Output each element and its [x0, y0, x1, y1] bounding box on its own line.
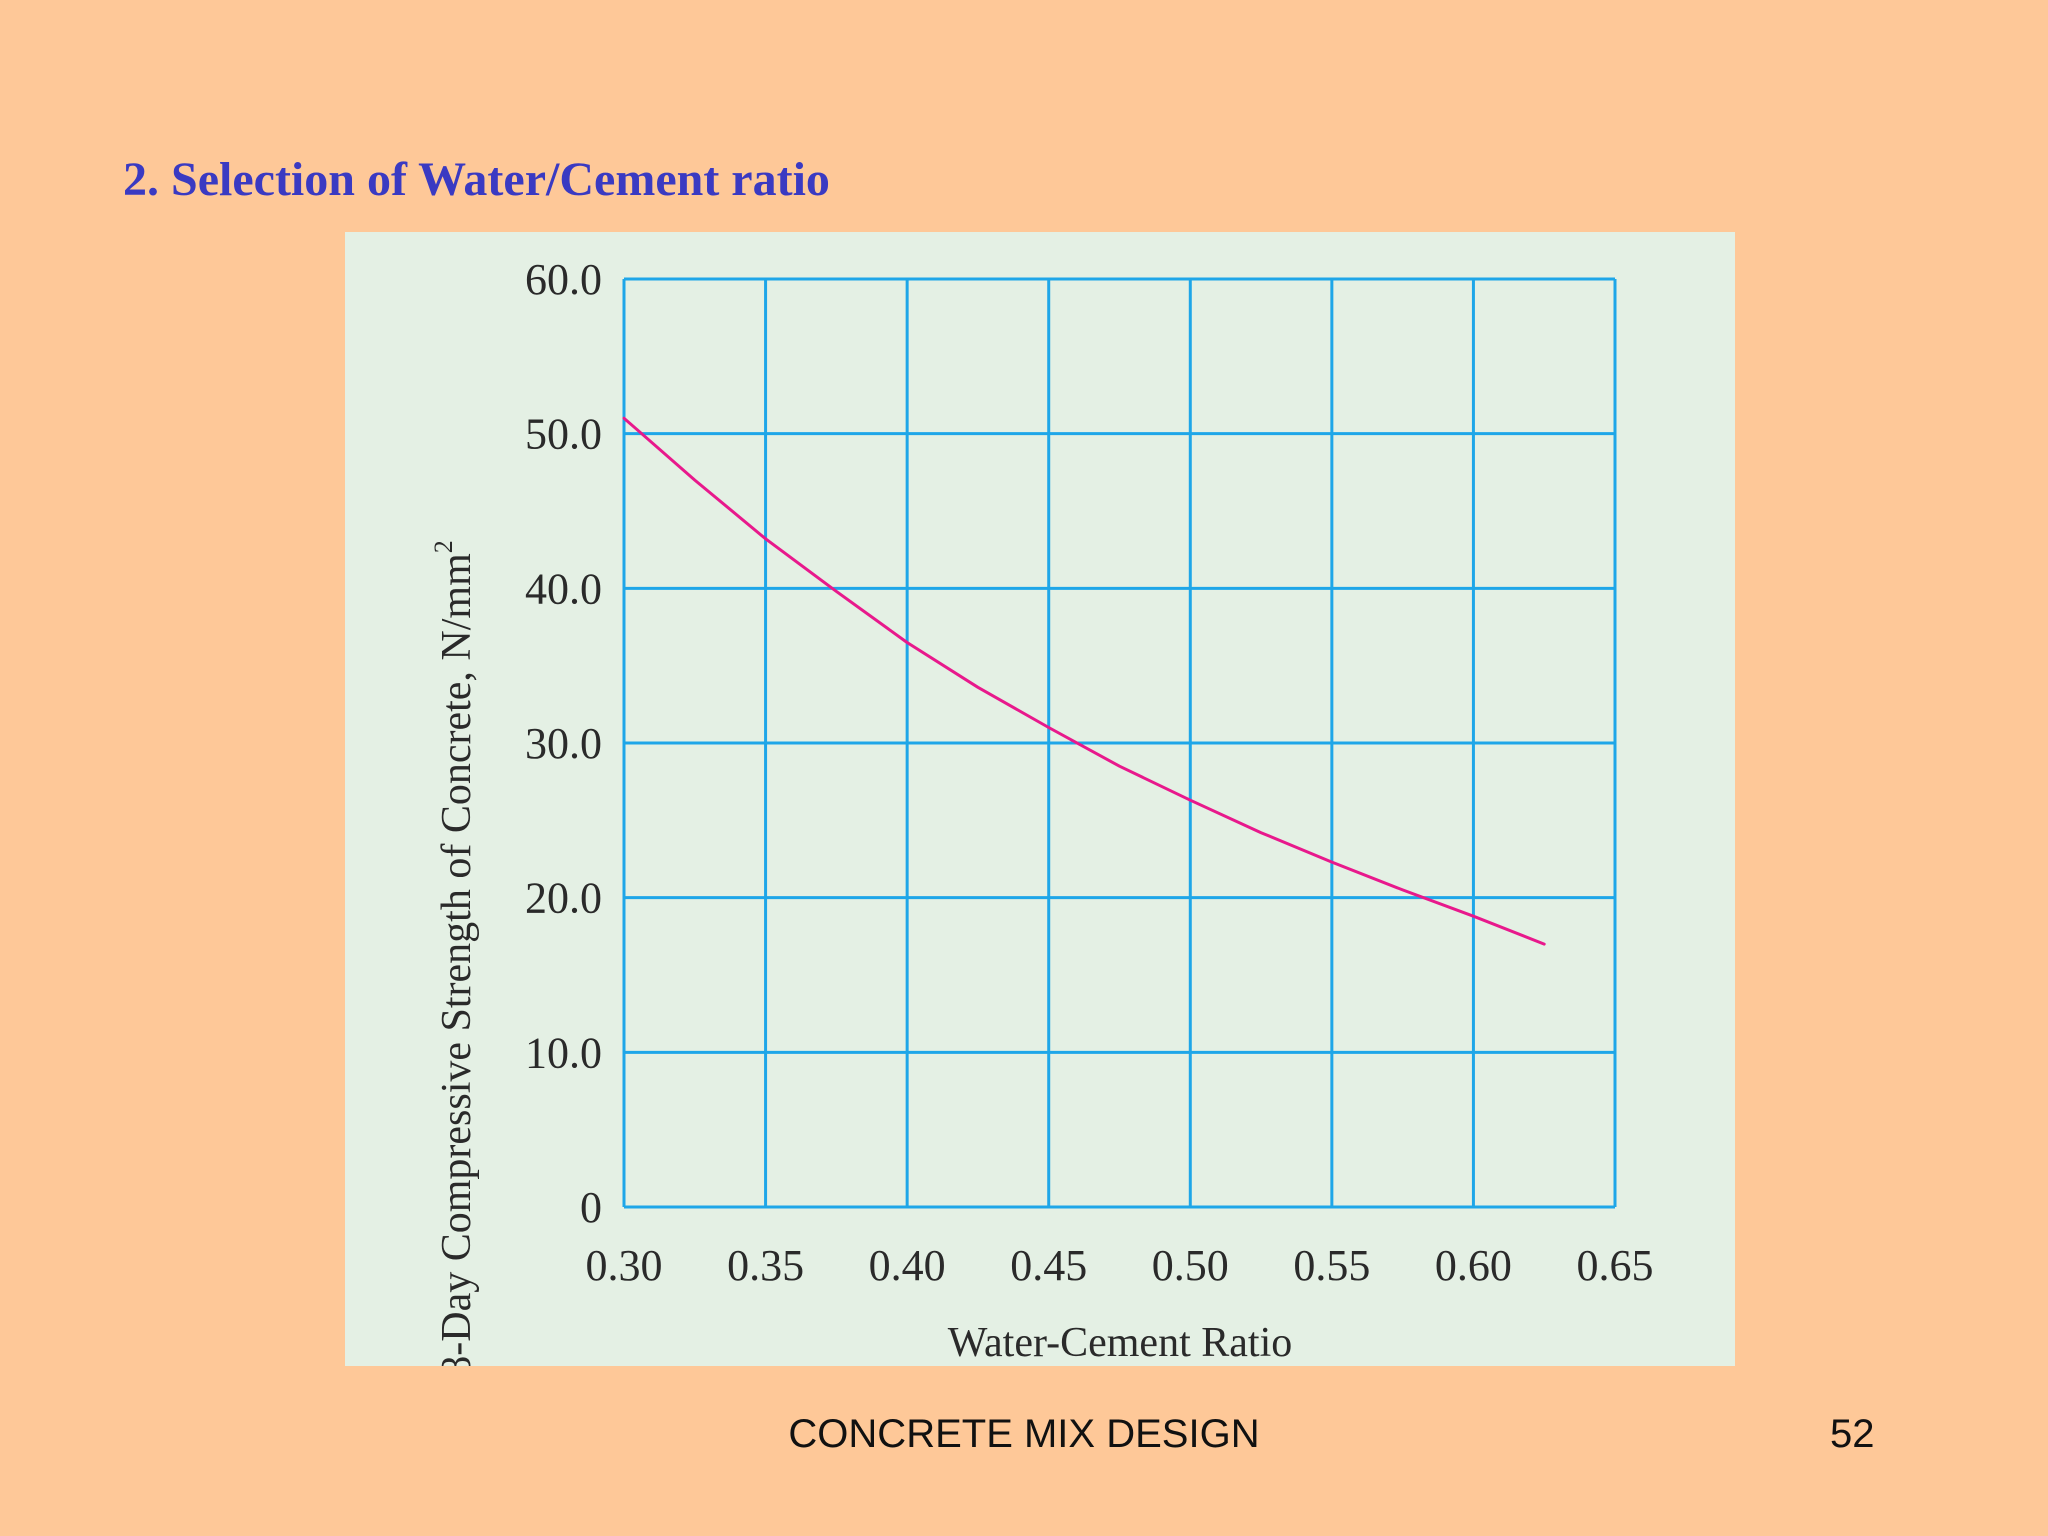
- x-tick-label-0: 0.30: [586, 1241, 663, 1290]
- y-tick-label-4: 40.0: [525, 564, 602, 613]
- slide-title: 2. Selection of Water/Cement ratio: [123, 153, 830, 206]
- y-tick-label-2: 20.0: [525, 874, 602, 923]
- y-tick-label-3: 30.0: [525, 719, 602, 768]
- x-tick-label-7: 0.65: [1577, 1241, 1654, 1290]
- footer-title: CONCRETE MIX DESIGN: [788, 1412, 1260, 1456]
- x-tick-label-5: 0.55: [1293, 1241, 1370, 1290]
- x-tick-label-2: 0.40: [869, 1241, 946, 1290]
- grid: [622, 277, 1617, 1209]
- y-tick-label-0: 0: [580, 1183, 602, 1232]
- y-tick-label-5: 50.0: [525, 410, 602, 459]
- series-line-0: [622, 416, 1546, 946]
- tick-labels: 0.30 0.35 0.40 0.45 0.50 0.55 0.60 0.65 0 10.0 20.…: [525, 255, 1654, 1290]
- water-cement-strength-chart: 0.30 0.35 0.40 0.45 0.50 0.55 0.60 0.65 0 10.0 20.…: [429, 255, 1654, 1366]
- chart-panel: 0.30 0.35 0.40 0.45 0.50 0.55 0.60 0.65 0 10.0 20.…: [345, 232, 1735, 1366]
- y-tick-label-1: 10.0: [525, 1028, 602, 1077]
- y-axis-label: 28-Day Compressive Strength of Concrete,…: [429, 540, 480, 1366]
- y-axis-label-superscript: 2: [429, 540, 458, 553]
- x-tick-label-4: 0.50: [1152, 1241, 1229, 1290]
- x-axis-label: Water-Cement Ratio: [948, 1320, 1293, 1366]
- page-number: 52: [1830, 1412, 1875, 1456]
- x-tick-label-6: 0.60: [1435, 1241, 1512, 1290]
- curve-layer: [622, 416, 1546, 946]
- y-tick-label-6: 60.0: [525, 255, 602, 304]
- x-tick-label-3: 0.45: [1010, 1241, 1087, 1290]
- x-tick-label-1: 0.35: [727, 1241, 804, 1290]
